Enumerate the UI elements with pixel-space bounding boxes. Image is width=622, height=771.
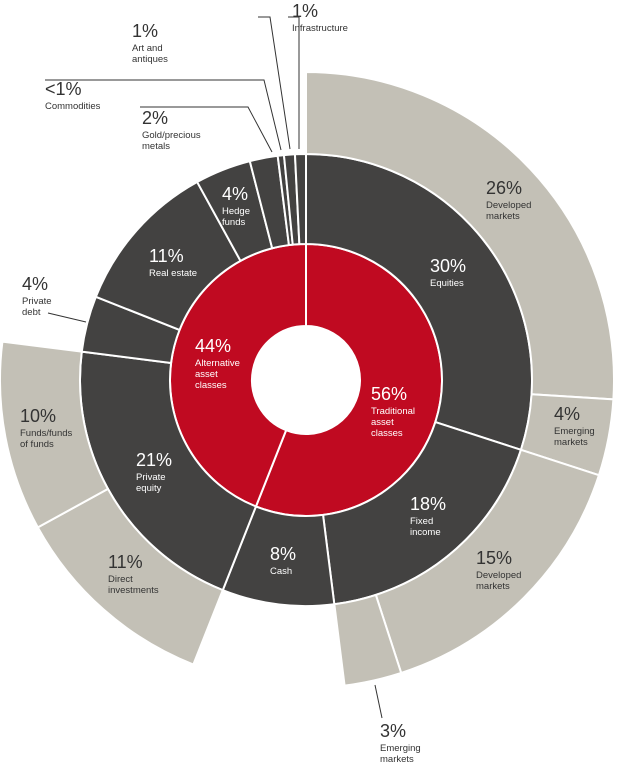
segment-infrastructure (293, 153, 307, 246)
category-label-traditional: classes (371, 428, 403, 439)
value-label-private-debt: 4% (22, 274, 48, 294)
category-label-equities-developed: markets (486, 211, 520, 222)
category-label-private-debt: Private (22, 296, 52, 307)
chart-labels: 56%Traditionalassetclasses44%Alternative… (20, 1, 595, 765)
segment-equities-developed (305, 71, 615, 401)
category-label-equities-emerging: Emerging (554, 426, 595, 437)
category-label-pe-direct: investments (108, 585, 159, 596)
leader-line-infrastructure (288, 16, 300, 149)
leader-line-commodities (45, 79, 282, 151)
label-infrastructure: 1% Infrastructure (292, 1, 348, 34)
category-label-equities-emerging: markets (554, 437, 588, 448)
value-label-equities-emerging: 4% (554, 404, 580, 424)
category-label-traditional: Traditional (371, 406, 415, 417)
value-label-cash: 8% (270, 544, 296, 564)
category-label-gold-precious-metals: Gold/precious (142, 130, 201, 141)
value-label-infrastructure: 1% (292, 1, 318, 21)
value-label-pe-direct: 11% (108, 552, 143, 572)
category-label-fixed-emerging: Emerging (380, 743, 421, 754)
value-label-gold-precious-metals: 2% (142, 108, 168, 128)
category-label-alternative: classes (195, 380, 227, 391)
segment-pe-funds (0, 340, 109, 529)
category-label-private-debt: debt (22, 307, 41, 318)
category-label-cash: Cash (270, 566, 292, 577)
category-label-equities-developed: Developed (486, 200, 531, 211)
value-label-fixed-emerging: 3% (380, 721, 406, 741)
value-label-traditional: 56% (371, 384, 407, 404)
value-label-commodities: <1% (45, 79, 82, 99)
category-label-pe-direct: Direct (108, 574, 133, 585)
category-label-alternative: asset (195, 369, 218, 380)
value-label-fixed-developed: 15% (476, 548, 512, 568)
value-label-real-estate: 11% (149, 246, 184, 266)
leader-line-gold-precious-metals (140, 106, 273, 153)
category-label-pe-funds: of funds (20, 439, 54, 450)
category-label-fixed-developed: Developed (476, 570, 521, 581)
category-label-alternative: Alternative (195, 358, 240, 369)
category-label-equities: Equities (430, 278, 464, 289)
value-label-art-antiques: 1% (132, 21, 158, 41)
label-equities: 30% Equities (430, 256, 466, 289)
leader-line-fixed-emerging (374, 684, 383, 719)
category-label-hedge-funds: Hedge (222, 206, 250, 217)
outer-ring (0, 71, 615, 687)
category-label-real-estate: Real estate (149, 268, 197, 279)
category-label-private-equity: Private (136, 472, 166, 483)
leader-lines (45, 16, 383, 719)
category-label-infrastructure: Infrastructure (292, 23, 348, 34)
value-label-pe-funds: 10% (20, 406, 56, 426)
category-label-pe-funds: Funds/funds (20, 428, 73, 439)
category-label-art-antiques: Art and (132, 43, 163, 54)
category-label-traditional: asset (371, 417, 394, 428)
leader-line-private-debt (47, 312, 87, 323)
value-label-equities: 30% (430, 256, 466, 276)
label-cash: 8% Cash (270, 544, 296, 577)
category-label-private-equity: equity (136, 483, 162, 494)
segment-fixed-emerging (333, 593, 403, 687)
label-commodities: <1% Commodities (45, 79, 101, 112)
middle-ring (79, 153, 533, 607)
value-label-alternative: 44% (195, 336, 231, 356)
leader-line-art-antiques (258, 16, 291, 150)
category-label-hedge-funds: funds (222, 217, 245, 228)
category-label-gold-precious-metals: metals (142, 141, 170, 152)
category-label-fixed-emerging: markets (380, 754, 414, 765)
label-real-estate: 11% Real estate (149, 246, 197, 279)
value-label-private-equity: 21% (136, 450, 172, 470)
category-label-art-antiques: antiques (132, 54, 168, 65)
category-label-fixed-income: Fixed (410, 516, 433, 527)
inner-ring (169, 243, 443, 517)
category-label-commodities: Commodities (45, 101, 101, 112)
category-label-fixed-developed: markets (476, 581, 510, 592)
category-label-fixed-income: income (410, 527, 441, 538)
value-label-equities-developed: 26% (486, 178, 522, 198)
value-label-hedge-funds: 4% (222, 184, 248, 204)
value-label-fixed-income: 18% (410, 494, 446, 514)
